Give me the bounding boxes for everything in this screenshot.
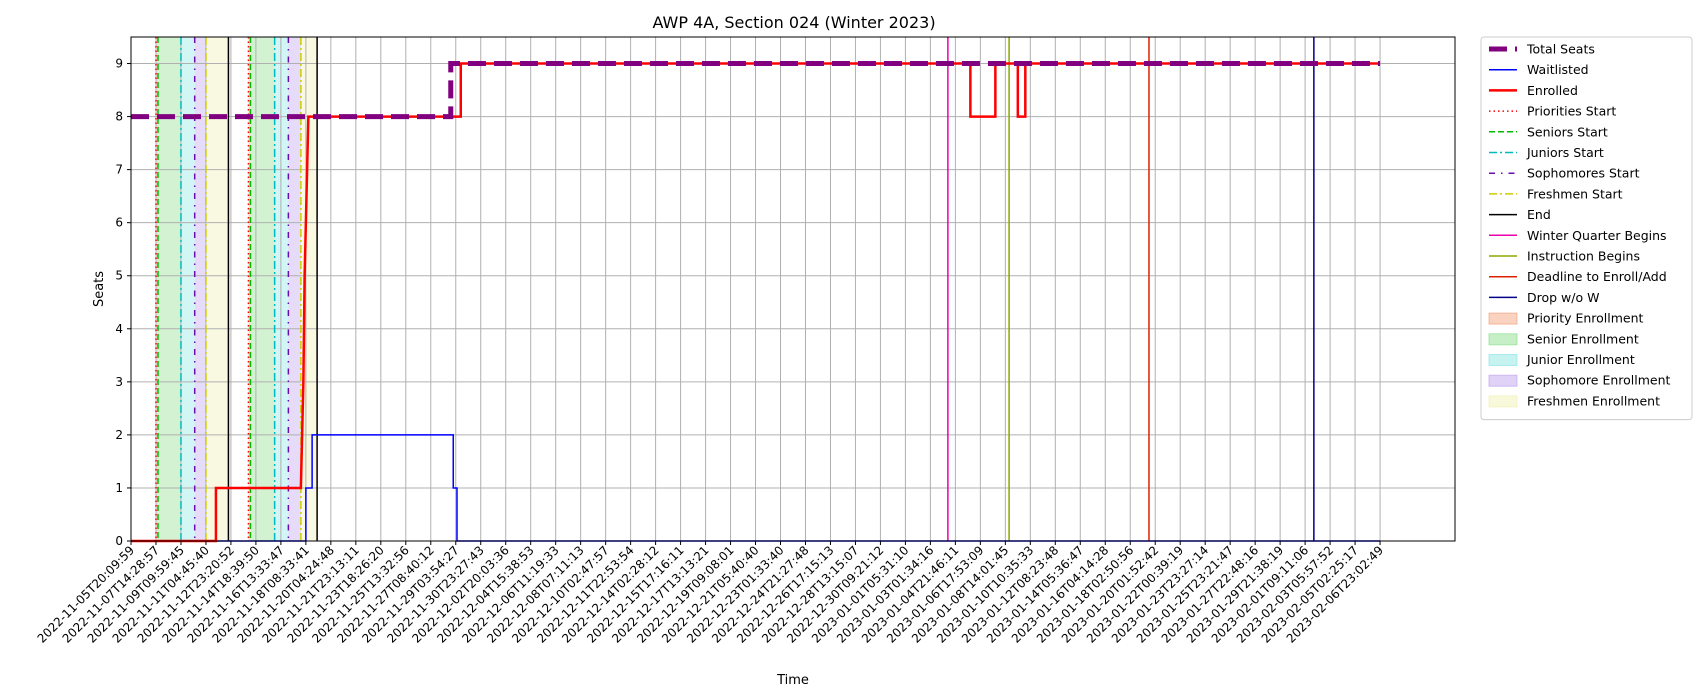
- y-axis-label: Seats: [92, 271, 107, 307]
- legend-label: Sophomore Enrollment: [1527, 373, 1671, 388]
- legend-label: Waitlisted: [1527, 62, 1589, 77]
- legend-item-senior-enrollment: Senior Enrollment: [1488, 331, 1639, 346]
- y-tick-label: 2: [115, 428, 123, 442]
- legend-label: Freshmen Enrollment: [1527, 393, 1660, 408]
- y-tick-label: 0: [115, 534, 123, 548]
- y-tick-label: 8: [115, 110, 123, 124]
- legend-item-junior-enrollment: Junior Enrollment: [1488, 352, 1635, 367]
- legend-item-juniors-start: Juniors Start: [1489, 145, 1604, 160]
- span-senior-enrollment: [157, 37, 181, 541]
- legend-item-enrolled: Enrolled: [1489, 83, 1578, 98]
- y-tick-label: 7: [115, 163, 123, 177]
- legend-label: Junior Enrollment: [1526, 352, 1635, 367]
- legend-swatch: [1488, 333, 1518, 346]
- y-tick-label: 4: [115, 322, 123, 336]
- legend-item-drop-w-o-w: Drop w/o W: [1489, 290, 1599, 305]
- legend-item-priorities-start: Priorities Start: [1489, 104, 1616, 119]
- span-junior-enrollment: [274, 37, 289, 541]
- y-tick-label: 9: [115, 57, 123, 71]
- series-total-seats: [131, 61, 1381, 120]
- legend-label: Juniors Start: [1526, 145, 1604, 160]
- legend-item-sophomores-start: Sophomores Start: [1489, 166, 1640, 181]
- x-axis-label: Time: [776, 673, 809, 688]
- y-tick-label: 1: [115, 481, 123, 495]
- legend-swatch: [1488, 312, 1518, 325]
- legend-label: Instruction Begins: [1527, 249, 1640, 264]
- y-tick-label: 5: [115, 269, 123, 283]
- x-axis-ticks: 2022-11-05T20:09:592022-11-07T14:28:5720…: [35, 541, 1386, 646]
- data-series: [131, 61, 1381, 543]
- legend-item-deadline-to-enroll-add: Deadline to Enroll/Add: [1489, 269, 1667, 284]
- legend-label: Total Seats: [1526, 42, 1595, 57]
- legend-item-priority-enrollment: Priority Enrollment: [1488, 311, 1644, 326]
- legend-label: Freshmen Start: [1527, 186, 1623, 201]
- legend-label: Deadline to Enroll/Add: [1527, 269, 1667, 284]
- legend-label: Drop w/o W: [1527, 290, 1599, 305]
- legend-label: Priority Enrollment: [1527, 311, 1644, 326]
- series-waitlisted: [131, 434, 1381, 542]
- span-freshmen-enrollment: [300, 37, 318, 541]
- enrollment-period-spans: [155, 37, 318, 541]
- legend-label: Priorities Start: [1527, 104, 1616, 119]
- legend-item-instruction-begins: Instruction Begins: [1489, 249, 1640, 264]
- legend-item-freshmen-enrollment: Freshmen Enrollment: [1488, 393, 1660, 408]
- event-marker-lines: [155, 37, 1315, 541]
- legend-label: Senior Enrollment: [1527, 331, 1639, 346]
- grid-lines: [130, 37, 1455, 542]
- legend-item-sophomore-enrollment: Sophomore Enrollment: [1488, 373, 1671, 388]
- span-priority-enrollment: [155, 37, 158, 541]
- legend-label: Seniors Start: [1527, 124, 1608, 139]
- legend-label: Winter Quarter Begins: [1527, 228, 1667, 243]
- legend-item-end: End: [1489, 207, 1551, 222]
- span-junior-enrollment: [180, 37, 195, 541]
- y-tick-label: 6: [115, 216, 123, 230]
- legend-swatch: [1488, 354, 1518, 366]
- legend-label: Sophomores Start: [1527, 166, 1640, 181]
- series-enrolled: [131, 62, 1381, 543]
- span-sophomore-enrollment: [194, 37, 206, 541]
- legend-item-total-seats: Total Seats: [1489, 42, 1595, 57]
- span-freshmen-enrollment: [205, 37, 229, 541]
- legend-swatch: [1488, 374, 1518, 387]
- legend: Total Seats Waitlisted Enrolled Priorities …: [1480, 36, 1693, 421]
- span-priority-enrollment: [248, 37, 251, 541]
- legend-item-freshmen-start: Freshmen Start: [1489, 186, 1623, 201]
- chart-title: AWP 4A, Section 024 (Winter 2023): [652, 13, 935, 32]
- legend-swatch: [1488, 395, 1518, 408]
- y-tick-label: 3: [115, 375, 123, 389]
- legend-label: End: [1527, 207, 1551, 222]
- plot-frame: [130, 36, 1456, 542]
- legend-item-winter-quarter-begins: Winter Quarter Begins: [1489, 228, 1667, 243]
- span-senior-enrollment: [250, 37, 275, 541]
- legend-box: [1480, 36, 1693, 421]
- y-axis-ticks: 0 1 2 3 4 5 6 7 8 9: [115, 57, 131, 548]
- legend-label: Enrolled: [1527, 83, 1578, 98]
- legend-item-seniors-start: Seniors Start: [1489, 124, 1608, 139]
- legend-item-waitlisted: Waitlisted: [1489, 62, 1589, 77]
- span-sophomore-enrollment: [288, 37, 301, 541]
